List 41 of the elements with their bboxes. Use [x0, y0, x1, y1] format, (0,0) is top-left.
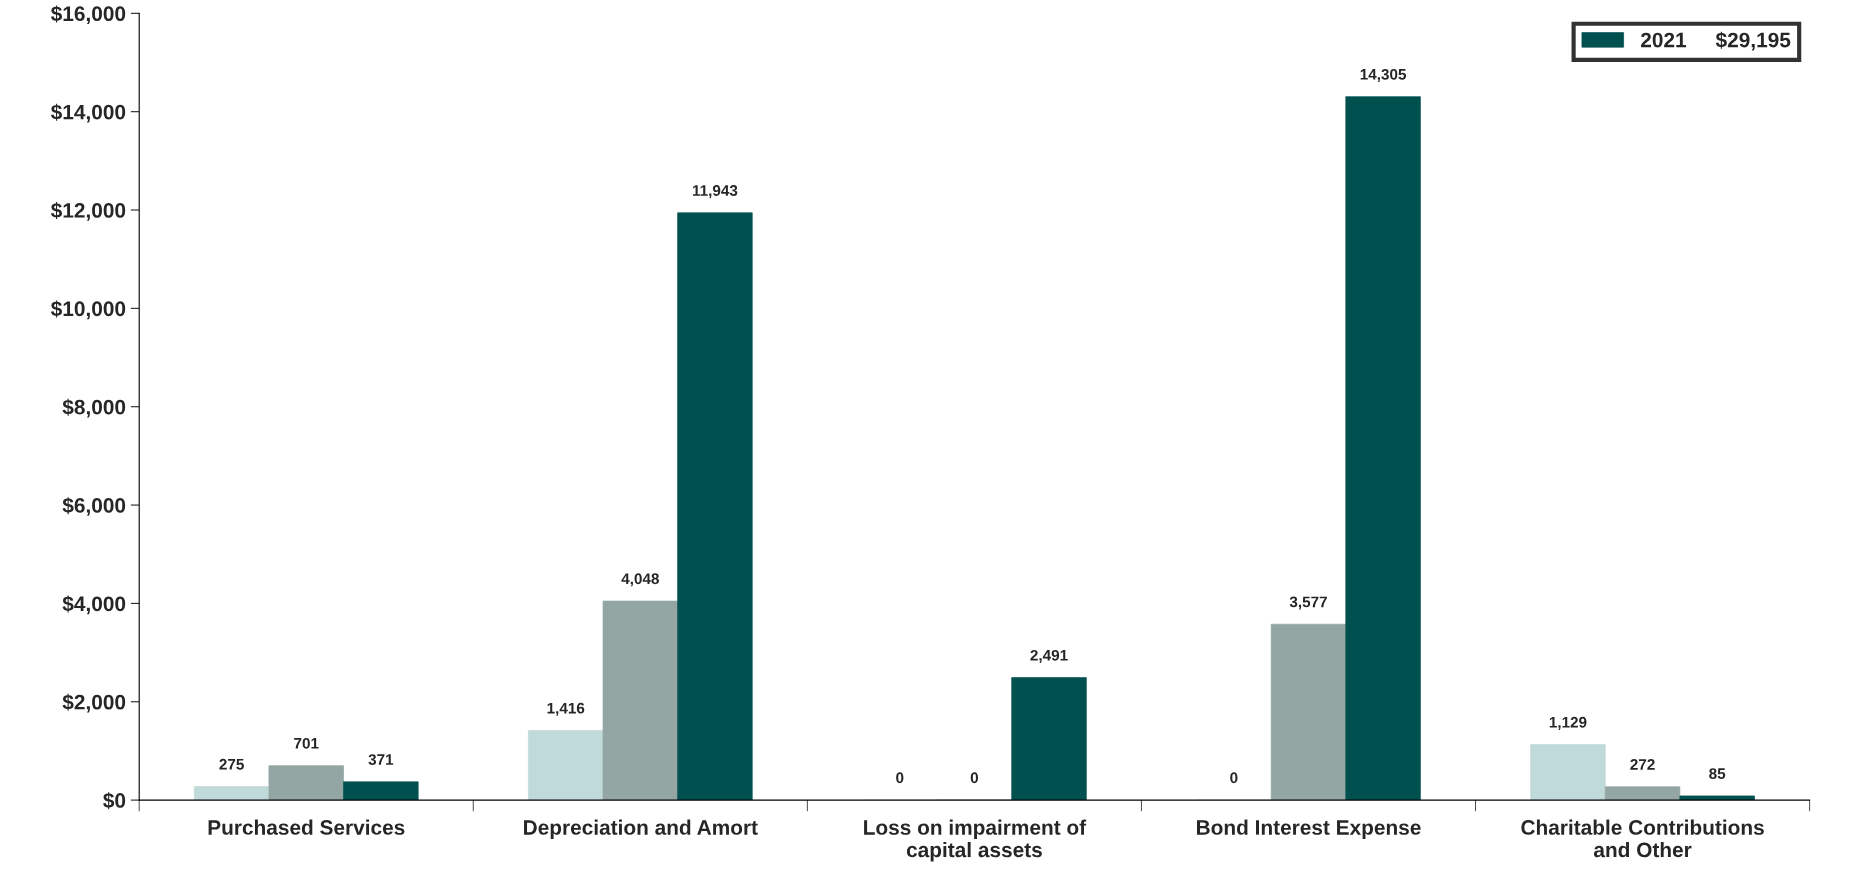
y-tick-label: $14,000 — [50, 103, 126, 123]
legend-label: 2021 $29,195 — [1640, 31, 1791, 51]
y-tick-label: $6,000 — [62, 497, 126, 516]
bar — [528, 730, 604, 801]
x-tick-label: Depreciation and Amort — [524, 819, 758, 839]
y-tick-label: $8,000 — [62, 398, 126, 418]
bar — [677, 212, 753, 801]
x-tick-label: Loss on impairment of capital assets — [864, 819, 1087, 862]
bar — [1011, 677, 1087, 801]
x-tick-label: Bond Interest Expense — [1197, 819, 1421, 839]
data-label: 0 — [970, 772, 979, 784]
data-label: 1,416 — [547, 702, 585, 716]
data-label: 2,491 — [1030, 649, 1068, 663]
y-tick-label: $16,000 — [50, 5, 126, 25]
data-label: 1,129 — [1549, 716, 1587, 730]
y-tick-label: $0 — [103, 792, 126, 810]
y-tick-label: $2,000 — [62, 693, 126, 713]
y-tick-label: $12,000 — [50, 202, 126, 221]
data-label: 4,048 — [621, 573, 659, 587]
bar — [1604, 786, 1681, 801]
data-label: 14,305 — [1360, 68, 1407, 82]
data-label: 85 — [1709, 768, 1726, 780]
data-label: 3,577 — [1289, 596, 1327, 610]
bar — [602, 600, 678, 801]
bar — [343, 781, 419, 801]
y-tick-label: $4,000 — [62, 595, 126, 615]
data-label: 701 — [294, 737, 319, 749]
bar — [268, 765, 344, 801]
x-tick-label: Charitable Contributions and Other — [1521, 819, 1764, 858]
y-tick-label: $10,000 — [50, 300, 126, 320]
bar — [193, 786, 270, 801]
data-label: 275 — [219, 758, 244, 770]
bar — [1270, 623, 1347, 801]
data-label: 371 — [368, 754, 394, 765]
data-label: 11,943 — [692, 185, 738, 199]
bar — [1345, 96, 1421, 801]
bar — [1530, 744, 1606, 801]
data-label: 272 — [1630, 759, 1655, 770]
data-label: 0 — [1230, 772, 1238, 784]
x-tick-label: Purchased Services — [208, 819, 405, 835]
data-label: 0 — [896, 772, 904, 784]
